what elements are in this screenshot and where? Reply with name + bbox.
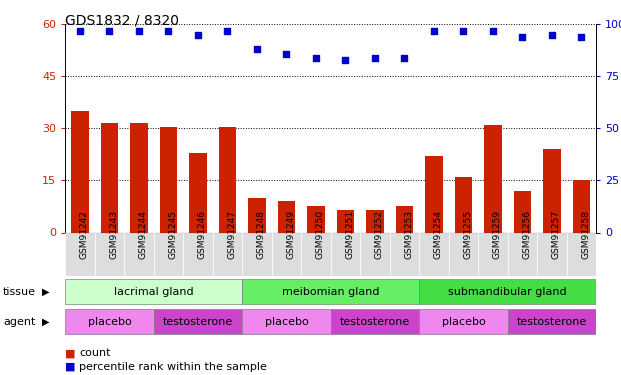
Text: testosterone: testosterone — [340, 316, 410, 327]
Text: GSM91243: GSM91243 — [109, 210, 119, 259]
Text: placebo: placebo — [88, 316, 131, 327]
Text: GSM91259: GSM91259 — [493, 210, 502, 259]
Text: GSM91254: GSM91254 — [434, 210, 443, 259]
Bar — [360, 232, 390, 276]
Bar — [419, 309, 507, 334]
Bar — [448, 232, 478, 276]
Bar — [130, 123, 148, 232]
Text: GSM91244: GSM91244 — [139, 210, 148, 259]
Bar — [160, 127, 177, 232]
Point — [75, 28, 85, 34]
Text: testosterone: testosterone — [163, 316, 233, 327]
Bar — [154, 232, 183, 276]
Bar — [566, 232, 596, 276]
Bar — [396, 207, 413, 232]
Point — [193, 32, 203, 38]
Bar — [330, 309, 419, 334]
Text: ■: ■ — [65, 348, 76, 358]
Bar — [419, 279, 596, 304]
Point — [458, 28, 468, 34]
Text: GSM91242: GSM91242 — [80, 210, 89, 259]
Text: meibomian gland: meibomian gland — [282, 286, 379, 297]
Bar — [537, 232, 566, 276]
Point — [370, 55, 380, 61]
Bar — [507, 309, 596, 334]
Bar — [65, 232, 94, 276]
Bar — [278, 201, 295, 232]
Bar — [455, 177, 472, 232]
Bar — [301, 232, 330, 276]
Bar — [183, 232, 212, 276]
Bar — [94, 232, 124, 276]
Text: GSM91257: GSM91257 — [552, 210, 561, 259]
Point — [163, 28, 173, 34]
Bar — [71, 111, 89, 232]
Text: GSM91247: GSM91247 — [227, 210, 237, 259]
Point — [547, 32, 557, 38]
Point — [517, 34, 527, 40]
Text: GSM91246: GSM91246 — [198, 210, 207, 259]
Text: GSM91255: GSM91255 — [463, 210, 473, 259]
Point — [222, 28, 232, 34]
Text: placebo: placebo — [265, 316, 308, 327]
Bar — [154, 309, 242, 334]
Bar — [271, 232, 301, 276]
Point — [311, 55, 321, 61]
Text: GSM91250: GSM91250 — [316, 210, 325, 259]
Text: agent: agent — [3, 317, 35, 327]
Bar — [507, 232, 537, 276]
Bar — [307, 207, 325, 232]
Point — [104, 28, 114, 34]
Text: GSM91258: GSM91258 — [581, 210, 591, 259]
Bar — [366, 210, 384, 232]
Bar — [390, 232, 419, 276]
Text: GSM91248: GSM91248 — [257, 210, 266, 259]
Point — [576, 34, 586, 40]
Text: count: count — [79, 348, 111, 358]
Bar — [337, 210, 354, 232]
Bar — [242, 232, 272, 276]
Point — [340, 57, 350, 63]
Text: placebo: placebo — [442, 316, 485, 327]
Point — [399, 55, 409, 61]
Bar — [101, 123, 118, 232]
Text: GSM91245: GSM91245 — [168, 210, 178, 259]
Text: tissue: tissue — [3, 287, 36, 297]
Bar — [65, 279, 242, 304]
Text: percentile rank within the sample: percentile rank within the sample — [79, 362, 268, 372]
Bar — [189, 153, 207, 232]
Bar — [219, 127, 236, 232]
Bar — [124, 232, 154, 276]
Bar — [484, 125, 502, 232]
Point — [429, 28, 439, 34]
Bar — [514, 191, 531, 232]
Text: GSM91253: GSM91253 — [404, 210, 414, 259]
Bar — [212, 232, 242, 276]
Text: GSM91256: GSM91256 — [522, 210, 532, 259]
Bar — [573, 180, 590, 232]
Text: GDS1832 / 8320: GDS1832 / 8320 — [65, 13, 179, 27]
Text: submandibular gland: submandibular gland — [448, 286, 567, 297]
Text: GSM91252: GSM91252 — [375, 210, 384, 259]
Bar — [419, 232, 448, 276]
Bar — [543, 149, 561, 232]
Bar — [478, 232, 507, 276]
Point — [134, 28, 144, 34]
Point — [252, 46, 262, 53]
Bar — [242, 309, 330, 334]
Text: ■: ■ — [65, 362, 76, 372]
Text: GSM91249: GSM91249 — [286, 210, 296, 259]
Bar — [425, 156, 443, 232]
Bar — [330, 232, 360, 276]
Point — [488, 28, 498, 34]
Bar — [248, 198, 266, 232]
Point — [281, 51, 291, 57]
Bar — [65, 309, 154, 334]
Text: lacrimal gland: lacrimal gland — [114, 286, 194, 297]
Bar — [242, 279, 419, 304]
Text: ▶: ▶ — [42, 287, 50, 297]
Text: ▶: ▶ — [42, 317, 50, 327]
Text: GSM91251: GSM91251 — [345, 210, 355, 259]
Text: testosterone: testosterone — [517, 316, 587, 327]
